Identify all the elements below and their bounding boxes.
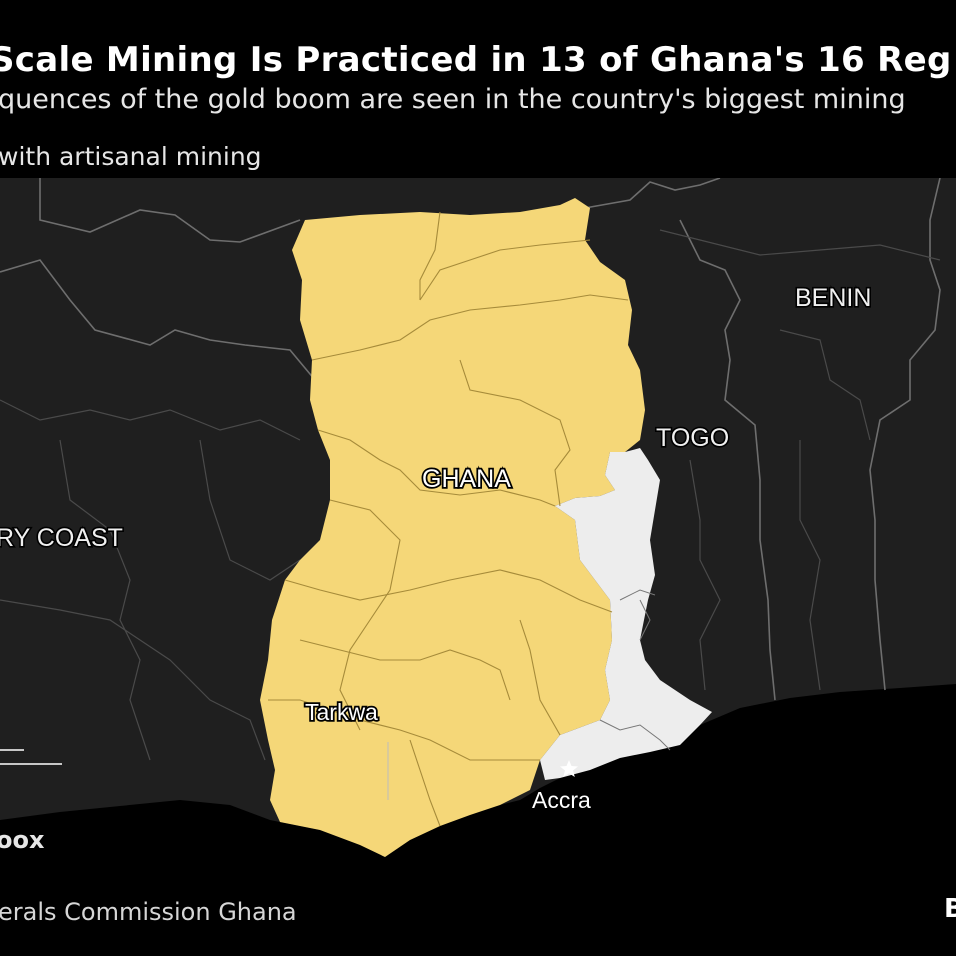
- source-text: erals Commission Ghana: [0, 898, 297, 926]
- country-label-ivory-coast: RY COAST: [0, 524, 123, 552]
- ghana-region-borders: [268, 211, 671, 827]
- city-label-accra: Accra: [532, 787, 591, 813]
- ghana-mining-regions: [260, 198, 645, 857]
- interior-borders: [0, 329, 871, 761]
- legend-label: with artisanal mining: [0, 142, 262, 171]
- country-label-ghana: GHANA: [422, 465, 511, 493]
- city-label-tarkwa: Tarkwa: [305, 699, 378, 725]
- scale-bar: [0, 749, 62, 765]
- brand-logo: B: [944, 894, 956, 924]
- credit-text: oox: [0, 826, 45, 854]
- page-subtitle: quences of the gold boom are seen in the…: [0, 84, 906, 115]
- star-icon: [560, 760, 578, 777]
- country-borders: [0, 178, 941, 701]
- country-label-benin: BENIN: [795, 284, 871, 312]
- country-label-togo: TOGO: [656, 424, 729, 452]
- ghana-map: BENIN TOGO GHANA RY COAST Tarkwa Accra: [0, 178, 956, 878]
- ghana-other-regions: [540, 448, 712, 780]
- page-title: Scale Mining Is Practiced in 13 of Ghana…: [0, 40, 952, 80]
- ocean: [0, 684, 956, 878]
